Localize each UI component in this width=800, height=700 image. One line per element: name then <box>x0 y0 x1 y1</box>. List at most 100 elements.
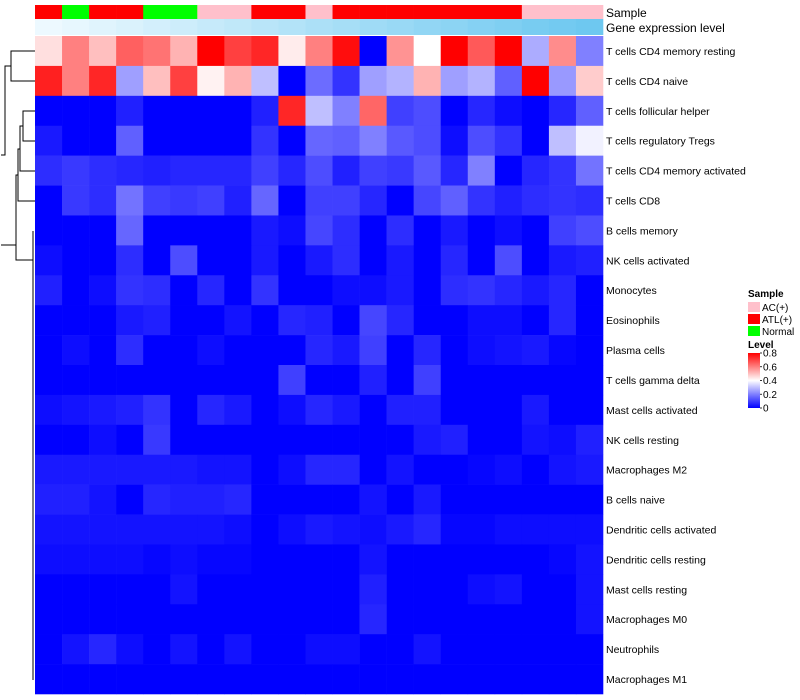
heatmap-cell <box>62 365 90 396</box>
heatmap-cell <box>413 365 442 396</box>
heatmap-cell <box>521 36 550 67</box>
heatmap-cell <box>494 454 523 485</box>
heatmap-cell <box>197 394 225 426</box>
heatmap-cell <box>224 634 252 665</box>
sample-annotation-cell <box>170 5 198 19</box>
heatmap-cell <box>440 275 469 306</box>
heatmap-cell <box>440 305 469 336</box>
expression-annotation-cell <box>413 19 442 35</box>
heatmap-cell <box>143 454 171 485</box>
heatmap-cell <box>89 36 117 67</box>
heatmap-cell <box>467 155 496 186</box>
heatmap-cell <box>521 185 550 216</box>
heatmap-cell <box>278 335 306 366</box>
heatmap-cell <box>440 574 469 605</box>
heatmap-cell <box>251 365 279 396</box>
heatmap-cell <box>467 335 496 366</box>
heatmap-cell <box>332 454 360 485</box>
heatmap-cell <box>413 125 442 156</box>
heatmap-cell <box>359 335 387 366</box>
heatmap-cell <box>521 544 550 575</box>
heatmap-cell <box>170 125 198 156</box>
heatmap-cell <box>386 574 414 605</box>
row-label: Dendritic cells resting <box>606 554 706 566</box>
heatmap-cell <box>575 484 604 515</box>
heatmap-cell <box>494 275 523 306</box>
heatmap-cell <box>575 574 604 605</box>
row-label: Macrophages M1 <box>606 674 687 686</box>
heatmap-cell <box>467 484 496 515</box>
heatmap-cell <box>494 544 523 575</box>
heatmap-cell <box>251 65 279 97</box>
heatmap-cell <box>224 275 252 306</box>
heatmap-cell <box>494 394 523 426</box>
heatmap-cell <box>278 424 306 456</box>
heatmap-cell <box>35 185 63 216</box>
heatmap-cell <box>224 65 252 97</box>
heatmap-cell <box>62 544 90 575</box>
heatmap-cell <box>224 245 252 276</box>
heatmap-cell <box>224 155 252 186</box>
heatmap-cell <box>170 394 198 426</box>
heatmap-cell <box>170 544 198 575</box>
heatmap-cell <box>62 604 90 635</box>
sample-legend-label: Normal <box>762 327 794 338</box>
heatmap-cell <box>386 424 414 456</box>
heatmap-cell <box>359 514 387 545</box>
heatmap-cell <box>305 65 333 97</box>
heatmap-cell <box>575 95 604 127</box>
row-dendrogram <box>1 50 35 680</box>
heatmap-cell <box>89 335 117 366</box>
heatmap-cell <box>440 424 469 456</box>
heatmap-cell <box>116 514 144 545</box>
heatmap-cell <box>35 365 63 396</box>
heatmap-cell <box>278 484 306 515</box>
heatmap-cell <box>251 155 279 186</box>
heatmap-cell <box>35 305 63 336</box>
heatmap-cell <box>89 574 117 605</box>
heatmap-cell <box>278 36 306 67</box>
heatmap-cell <box>251 305 279 336</box>
heatmap-cell <box>575 604 604 635</box>
heatmap-cell <box>35 215 63 246</box>
heatmap-cell <box>170 604 198 635</box>
heatmap-cell <box>467 95 496 127</box>
heatmap-cell <box>116 155 144 186</box>
heatmap-cell <box>89 305 117 336</box>
heatmap-cell <box>521 335 550 366</box>
heatmap-cell <box>143 394 171 426</box>
heatmap-cell <box>332 394 360 426</box>
heatmap-cell <box>521 634 550 665</box>
heatmap-cell <box>116 305 144 336</box>
sample-legend-title: Sample <box>748 289 784 300</box>
heatmap-cell <box>359 215 387 246</box>
heatmap-cell <box>278 365 306 396</box>
heatmap-cell <box>89 484 117 515</box>
heatmap-cell <box>467 365 496 396</box>
heatmap-cell <box>251 604 279 635</box>
heatmap-cell <box>278 305 306 336</box>
level-legend-title: Level <box>748 340 774 351</box>
heatmap-cell <box>548 634 577 665</box>
heatmap-cell <box>197 574 225 605</box>
expression-annotation-cell <box>359 19 387 35</box>
heatmap-cell <box>278 394 306 426</box>
heatmap-cell <box>305 664 333 695</box>
heatmap-cell <box>332 335 360 366</box>
heatmap-cell <box>62 394 90 426</box>
heatmap-cell <box>197 604 225 635</box>
heatmap-cell <box>575 634 604 665</box>
heatmap-cell <box>170 245 198 276</box>
heatmap-cell <box>116 275 144 306</box>
heatmap-cell <box>89 245 117 276</box>
heatmap-cell <box>575 514 604 545</box>
expression-annotation-cell <box>494 19 523 35</box>
heatmap-cell <box>143 275 171 306</box>
heatmap-cell <box>116 125 144 156</box>
sample-annotation-cell <box>359 5 387 19</box>
heatmap-cell <box>467 305 496 336</box>
heatmap-cell <box>359 604 387 635</box>
heatmap-cell <box>440 394 469 426</box>
heatmap-cell <box>305 544 333 575</box>
heatmap-cell <box>89 95 117 127</box>
